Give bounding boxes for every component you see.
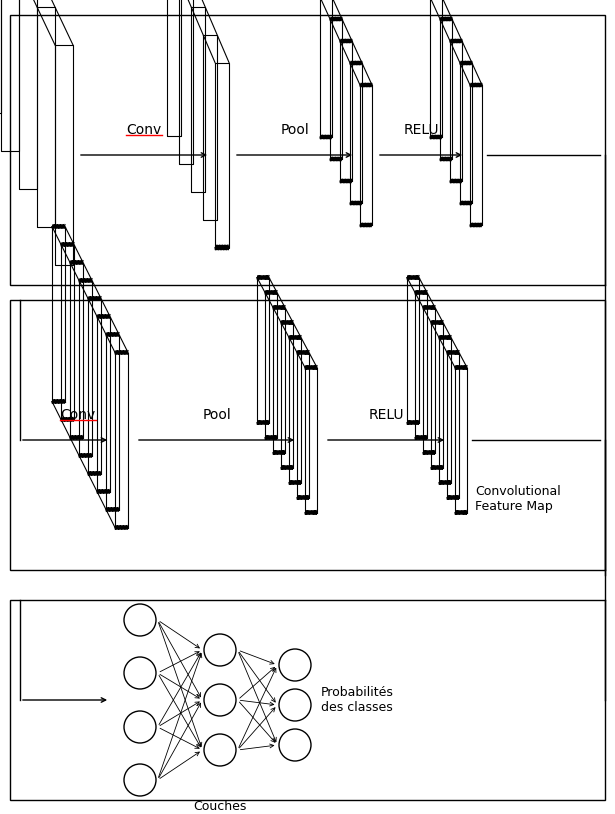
Circle shape [204,734,236,766]
Text: Convolutional
Feature Map: Convolutional Feature Map [475,485,561,513]
Text: Conv: Conv [60,408,95,422]
Circle shape [124,604,156,636]
Text: Pool: Pool [280,123,309,137]
Text: RELU: RELU [403,123,438,137]
Bar [10,600,605,800]
Circle shape [204,684,236,716]
Text: RELU: RELU [368,408,404,422]
Circle shape [279,649,311,681]
Text: Conv: Conv [126,123,162,137]
Circle shape [124,764,156,796]
Circle shape [279,729,311,761]
Bar [10,15,605,285]
Circle shape [204,634,236,666]
Circle shape [124,657,156,689]
Text: Pool: Pool [202,408,231,422]
Circle shape [124,711,156,743]
Text: Probabilités
des classes: Probabilités des classes [321,686,394,714]
Circle shape [279,689,311,721]
Text: Couches
Complètement
connectées: Couches Complètement connectées [173,800,266,814]
Bar [10,300,605,570]
